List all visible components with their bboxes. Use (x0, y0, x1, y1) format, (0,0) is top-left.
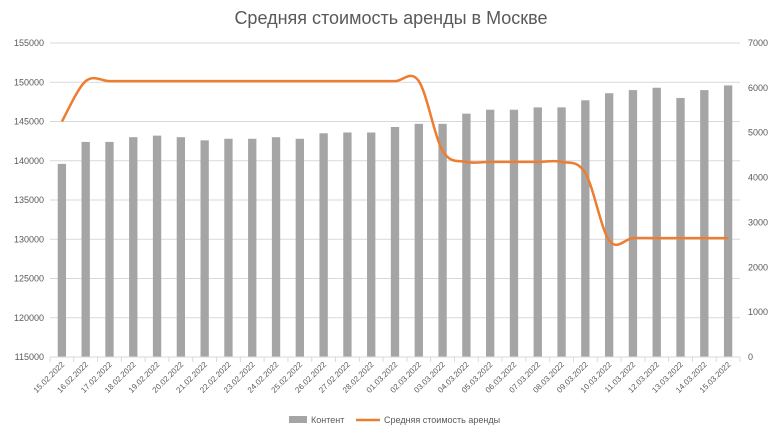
chart-title: Средняя стоимость аренды в Москве (234, 8, 548, 28)
bar (81, 141, 90, 357)
y-right-tick-label: 4000 (748, 173, 768, 183)
bar (509, 109, 519, 357)
y-left-tick-label: 150000 (14, 77, 44, 87)
legend-swatch-bar (289, 416, 307, 423)
y-right-tick-label: 2000 (748, 262, 768, 272)
bar (676, 97, 685, 357)
bar (414, 123, 423, 357)
bar (700, 90, 709, 357)
bar (604, 93, 614, 358)
bar (581, 100, 590, 358)
bar (152, 135, 162, 357)
y-left-tick-label: 140000 (14, 156, 44, 166)
bar (367, 132, 376, 357)
y-right-tick-label: 7000 (748, 38, 768, 48)
bar (319, 133, 328, 357)
bar (652, 87, 661, 358)
bar (57, 163, 67, 357)
y-left-tick-label: 115000 (15, 352, 44, 362)
bar (533, 107, 542, 358)
y-left-tick-label: 155000 (14, 38, 44, 48)
bar (486, 109, 495, 357)
bar (224, 138, 233, 357)
bar (105, 141, 114, 357)
bar (557, 107, 566, 358)
y-right-tick-label: 3000 (748, 217, 768, 227)
bar (200, 140, 209, 357)
bar (438, 123, 447, 357)
bar (176, 137, 186, 357)
bar (723, 85, 733, 357)
bar (628, 90, 638, 357)
bar (129, 137, 138, 357)
y-left-tick-label: 125000 (14, 274, 44, 284)
bar (462, 113, 471, 358)
bar (343, 132, 352, 357)
bar (248, 138, 257, 357)
bar (390, 126, 400, 358)
legend-label-bar: Контент (311, 415, 344, 425)
y-right-tick-label: 0 (748, 352, 753, 362)
y-right-tick-label: 5000 (748, 128, 768, 138)
bar (295, 138, 304, 357)
legend-label-line: Средняя стоимость аренды (384, 415, 500, 425)
y-left-tick-label: 120000 (14, 313, 44, 323)
line-series-rent (60, 74, 729, 246)
y-left-tick-label: 145000 (14, 117, 44, 127)
y-right-tick-label: 6000 (748, 83, 768, 93)
y-right-tick-label: 1000 (748, 307, 768, 317)
y-left-tick-label: 135000 (14, 195, 44, 205)
bar (271, 137, 281, 357)
y-left-tick-label: 130000 (14, 234, 44, 244)
